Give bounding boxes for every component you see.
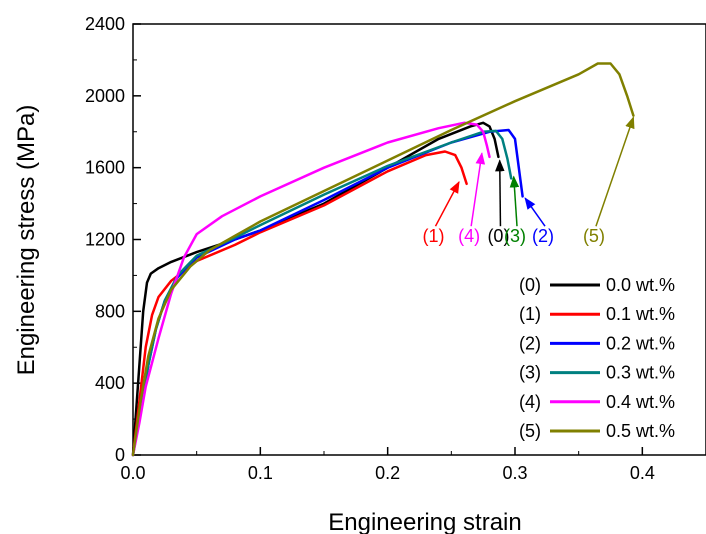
- series-line-5: [131, 62, 635, 457]
- annotation-label: (3): [504, 226, 526, 246]
- legend-label: 0.1 wt.%: [606, 304, 675, 324]
- annotation-arrow: [524, 197, 546, 227]
- y-tick-label: 1200: [85, 230, 125, 250]
- series-line-4: [131, 121, 491, 457]
- series-line-3: [131, 129, 513, 457]
- x-tick-label: 0.0: [120, 463, 145, 483]
- legend-tag: (5): [519, 421, 541, 441]
- ticks-layer: 0.0 0.1 0.2 0.3 0.4 0 400 800 1200 1600 2000 2400: [85, 14, 706, 483]
- x-tick-label: 0.1: [248, 463, 273, 483]
- y-axis-title: Engineering stress (MPa): [13, 105, 40, 376]
- series-line-1: [131, 150, 468, 457]
- legend-tag: (2): [519, 333, 541, 353]
- legend-label: 0.2 wt.%: [606, 333, 675, 353]
- y-tick-label: 800: [95, 301, 125, 321]
- annotation-arrow: [434, 180, 460, 227]
- x-tick-label: 0.3: [502, 463, 527, 483]
- legend-label: 0.4 wt.%: [606, 392, 675, 412]
- plot-frame: [132, 23, 706, 456]
- y-tick-label: 400: [95, 373, 125, 393]
- annotation-arrow: [495, 159, 505, 227]
- annotation-arrow: [595, 116, 635, 227]
- annotation-arrow: [509, 175, 520, 227]
- x-axis-title: Engineering strain: [328, 509, 521, 534]
- x-tick-label: 0.2: [375, 463, 400, 483]
- x-tick-label: 0.4: [630, 463, 655, 483]
- y-tick-label: 0: [115, 445, 125, 465]
- legend-tag: (1): [519, 304, 541, 324]
- y-tick-label: 1600: [85, 158, 125, 178]
- legend-label: 0.5 wt.%: [606, 421, 675, 441]
- legend-label: 0.0 wt.%: [606, 275, 675, 295]
- legend-label: 0.3 wt.%: [606, 363, 675, 383]
- y-tick-label: 2000: [85, 86, 125, 106]
- legend-tag: (3): [519, 363, 541, 383]
- series-layer: [131, 62, 635, 457]
- annotation-label: (0): [487, 226, 509, 246]
- annotation-label: (4): [458, 226, 480, 246]
- annotation-layer: (1) (4) (0)(3) (2) (5): [423, 116, 635, 246]
- legend: (0) 0.0 wt.% (1) 0.1 wt.% (2) 0.2 wt.% (3) 0.3 …: [519, 275, 675, 441]
- legend-tag: (0): [519, 275, 541, 295]
- y-tick-label: 2400: [85, 14, 125, 34]
- annotation-label: (2): [532, 226, 554, 246]
- annotation-label: (5): [583, 226, 605, 246]
- annotation-arrow: [470, 152, 486, 227]
- annotation-label: (1): [423, 226, 445, 246]
- legend-tag: (4): [519, 392, 541, 412]
